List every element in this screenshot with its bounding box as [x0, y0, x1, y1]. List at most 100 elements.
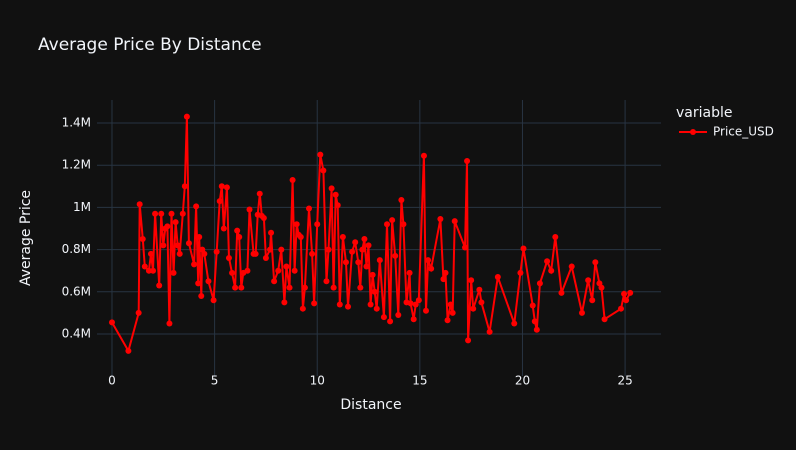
data-point	[160, 242, 167, 249]
data-point	[365, 242, 372, 249]
data-point	[299, 305, 306, 312]
data-point	[225, 255, 232, 262]
data-point	[309, 250, 316, 257]
data-point	[281, 299, 288, 306]
data-point	[345, 303, 352, 310]
data-point	[108, 319, 115, 326]
data-point	[617, 305, 624, 312]
data-point	[267, 246, 274, 253]
data-point	[373, 305, 380, 312]
data-point	[478, 299, 485, 306]
data-point	[196, 233, 203, 240]
data-point	[325, 246, 332, 253]
data-point	[486, 328, 493, 335]
data-point	[449, 309, 456, 316]
data-point	[420, 152, 427, 159]
data-point	[425, 257, 432, 264]
data-point	[306, 205, 313, 212]
data-point	[589, 297, 596, 304]
data-point	[363, 263, 370, 270]
data-point	[332, 191, 339, 198]
data-point	[384, 221, 391, 228]
data-point	[511, 320, 518, 327]
data-point	[286, 284, 293, 291]
data-point	[234, 227, 241, 234]
data-point	[252, 250, 259, 257]
data-point	[339, 233, 346, 240]
y-tick-label: 1.4M	[62, 116, 91, 130]
data-point	[301, 284, 308, 291]
data-point	[476, 286, 483, 293]
data-point	[210, 297, 217, 304]
data-point	[357, 284, 364, 291]
data-point	[361, 236, 368, 243]
data-point	[314, 221, 321, 228]
data-point	[172, 219, 179, 226]
data-point	[531, 318, 538, 325]
data-point	[317, 151, 324, 158]
data-point	[400, 221, 407, 228]
data-point	[369, 271, 376, 278]
data-point	[275, 267, 282, 274]
data-point	[376, 257, 383, 264]
data-point	[183, 113, 190, 120]
data-point	[166, 320, 173, 327]
x-tick-label: 25	[617, 374, 632, 388]
data-point	[468, 277, 475, 284]
y-tick-label: 0.4M	[62, 327, 91, 341]
data-point	[218, 183, 225, 190]
data-point	[201, 250, 208, 257]
data-point	[297, 233, 304, 240]
data-point	[406, 269, 413, 276]
data-point	[552, 233, 559, 240]
data-point	[601, 316, 608, 323]
data-point	[558, 289, 565, 296]
data-point	[278, 246, 285, 253]
data-point	[170, 269, 177, 276]
data-point	[428, 265, 435, 272]
data-point	[371, 288, 378, 295]
data-point	[158, 210, 165, 217]
data-point	[141, 263, 148, 270]
data-point	[193, 203, 200, 210]
x-axis-title: Distance	[340, 397, 401, 413]
x-tick-label: 10	[310, 374, 325, 388]
data-point	[260, 214, 267, 221]
x-tick-label: 20	[515, 374, 530, 388]
data-point	[205, 278, 212, 285]
data-point	[195, 280, 202, 287]
data-point	[271, 278, 278, 285]
data-point	[330, 284, 337, 291]
data-point	[517, 269, 524, 276]
data-point	[152, 210, 159, 217]
data-point	[229, 269, 236, 276]
data-point	[444, 317, 451, 324]
data-point	[176, 250, 183, 257]
legend-label: Price_USD	[713, 125, 774, 139]
data-point	[191, 261, 198, 268]
data-point	[223, 184, 230, 191]
chart-title: Average Price By Distance	[38, 35, 262, 55]
data-point	[352, 239, 359, 246]
data-point	[627, 289, 634, 296]
data-point	[359, 246, 366, 253]
data-point	[246, 206, 253, 213]
data-point	[145, 267, 152, 274]
data-point	[198, 293, 205, 300]
y-axis-title: Average Price	[18, 190, 34, 286]
data-point	[293, 221, 300, 228]
data-point	[185, 240, 192, 247]
data-point	[398, 197, 405, 204]
data-point	[179, 210, 186, 217]
data-point	[232, 284, 239, 291]
data-point	[585, 277, 592, 284]
data-point	[470, 305, 477, 312]
data-point	[395, 312, 402, 319]
data-point	[533, 326, 540, 333]
data-point	[380, 314, 387, 321]
data-point	[135, 309, 142, 316]
data-point	[213, 248, 220, 255]
data-point	[520, 245, 527, 252]
